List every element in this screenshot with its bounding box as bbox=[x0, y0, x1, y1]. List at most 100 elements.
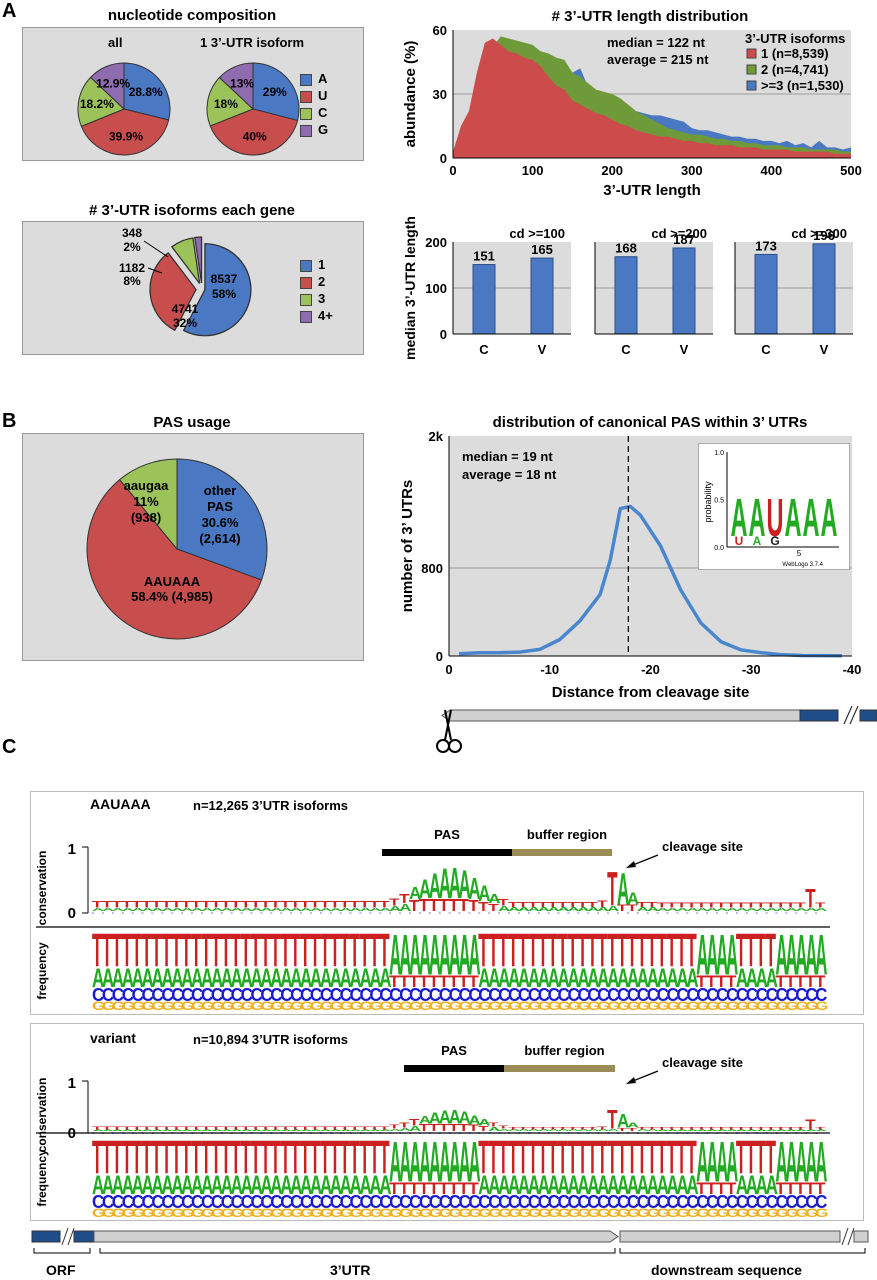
y-tick-label: 100 bbox=[425, 281, 447, 296]
logo-letter: C bbox=[488, 1191, 500, 1212]
logo-letter: A bbox=[132, 1129, 145, 1131]
logo-label-aauaaa: AAUAAA bbox=[90, 796, 151, 812]
pie-slice bbox=[89, 62, 125, 111]
logo-letter: A bbox=[379, 1129, 392, 1131]
logo-letter: A bbox=[191, 962, 203, 993]
bar bbox=[614, 256, 638, 335]
logo-letter: T bbox=[151, 924, 161, 977]
logo-letter: A bbox=[389, 923, 401, 988]
length-dist-svg: 0 30 60 0 100 200 300 400 500 3’-UTR length abunda… bbox=[402, 25, 862, 199]
logo-letter: T bbox=[439, 1122, 450, 1133]
logo-letter: T bbox=[676, 1131, 686, 1184]
logo-letter: C bbox=[538, 1191, 550, 1212]
logo-letter: C bbox=[607, 1131, 610, 1135]
logo-letter: A bbox=[241, 962, 253, 993]
logo-letter: C bbox=[528, 984, 540, 1005]
logo-letter: A bbox=[419, 874, 431, 904]
logo-letter: G bbox=[449, 1000, 462, 1013]
logo-letter: C bbox=[805, 984, 817, 1005]
logo-letter: C bbox=[657, 984, 669, 1005]
logo-letter: C bbox=[647, 984, 659, 1005]
logo-letter: C bbox=[667, 1131, 670, 1135]
logo-letter: G bbox=[379, 1000, 392, 1013]
logo-letter: C bbox=[359, 911, 362, 915]
logo-letter: C bbox=[696, 1191, 708, 1212]
pie-slice-label: AAUAAA bbox=[144, 574, 201, 589]
legend-item-c: C bbox=[300, 104, 328, 121]
logo-letter: T bbox=[716, 1126, 727, 1130]
logo-letter: A bbox=[508, 1129, 521, 1132]
logo-letter: A bbox=[597, 906, 609, 912]
logo-letter: C bbox=[260, 1131, 263, 1135]
logo-letter: T bbox=[409, 1179, 420, 1198]
logo-letter: A bbox=[706, 923, 718, 988]
logo-letter: C bbox=[191, 984, 203, 1005]
logo-letter: C bbox=[201, 1191, 213, 1212]
logo-letter: G bbox=[419, 1000, 432, 1013]
logo-letter: T bbox=[468, 1179, 479, 1198]
logo-letter: A bbox=[260, 962, 272, 993]
logo-letter: A bbox=[340, 1169, 352, 1200]
pie-slice bbox=[77, 76, 125, 128]
logo-letter: T bbox=[191, 924, 201, 977]
pie-slice bbox=[86, 478, 263, 640]
logo-letter: A bbox=[726, 907, 738, 912]
logo-letter: A bbox=[132, 1169, 144, 1200]
logo-panel-aauaaa bbox=[30, 791, 864, 1015]
pie-slice-label: 32% bbox=[173, 316, 197, 330]
logo-letter: C bbox=[736, 1131, 739, 1135]
logo-letter: C bbox=[538, 984, 550, 1005]
logo-letter: T bbox=[597, 924, 607, 977]
logo-letter: A bbox=[686, 1129, 699, 1131]
logo-letter: A bbox=[379, 962, 391, 993]
logo-letter: T bbox=[577, 1131, 587, 1184]
logo-letter: C bbox=[488, 1131, 491, 1135]
logo-letter: C bbox=[320, 984, 332, 1005]
logo-letter: T bbox=[696, 972, 707, 991]
logo-letter: C bbox=[369, 984, 381, 1005]
logo-letter: C bbox=[181, 1131, 184, 1135]
logo-letter: C bbox=[122, 984, 134, 1005]
logo-letter: A bbox=[696, 923, 708, 988]
logo-letter: C bbox=[657, 1131, 660, 1135]
logo-letter: T bbox=[231, 1125, 242, 1130]
logo-letter: A bbox=[815, 923, 827, 988]
logo-letter: T bbox=[775, 1126, 786, 1130]
logo-letter: A bbox=[221, 1129, 234, 1131]
logo-letter: G bbox=[350, 1207, 363, 1219]
logo-letter: T bbox=[112, 1125, 123, 1130]
logo-letter: C bbox=[340, 984, 352, 1005]
pie-slice-label: 348 bbox=[122, 226, 142, 240]
logo-letter: G bbox=[211, 1000, 224, 1013]
x-tick-label: 5 bbox=[797, 549, 802, 558]
logo-letter: G bbox=[528, 1000, 541, 1013]
logo-letter: T bbox=[142, 924, 152, 977]
logo-letter: T bbox=[92, 924, 102, 977]
logo-letter: A bbox=[350, 907, 362, 912]
pie-slice-label: 29% bbox=[263, 85, 287, 99]
logo-letter: G bbox=[429, 1000, 442, 1013]
logo-letter: G bbox=[736, 1207, 749, 1219]
logo-letter: C bbox=[221, 911, 224, 915]
logo-letter: C bbox=[429, 911, 432, 915]
buffer-bar bbox=[504, 1065, 615, 1072]
logo-letter: C bbox=[508, 984, 520, 1005]
logo-letter: C bbox=[359, 1131, 362, 1135]
logo-letter: C bbox=[250, 911, 253, 915]
logo-letter: T bbox=[716, 972, 727, 991]
logo-letter: T bbox=[488, 924, 498, 977]
logo-letter: T bbox=[686, 1126, 697, 1130]
logo-letter: A bbox=[488, 962, 500, 993]
logo-letter: C bbox=[389, 984, 401, 1005]
logo-letter: C bbox=[627, 984, 639, 1005]
logo-letter: C bbox=[191, 1191, 203, 1212]
logo-letter: T bbox=[171, 1131, 181, 1184]
logo-letter: A bbox=[766, 1169, 778, 1200]
logo-letter: G bbox=[587, 1207, 600, 1219]
logo-letter: C bbox=[805, 1191, 817, 1212]
logo-letter: T bbox=[439, 895, 450, 915]
logo-letter: T bbox=[290, 900, 301, 910]
logo-letter: T bbox=[250, 900, 261, 910]
logo-letter: A bbox=[756, 962, 768, 993]
logo-letter: T bbox=[805, 1179, 816, 1198]
